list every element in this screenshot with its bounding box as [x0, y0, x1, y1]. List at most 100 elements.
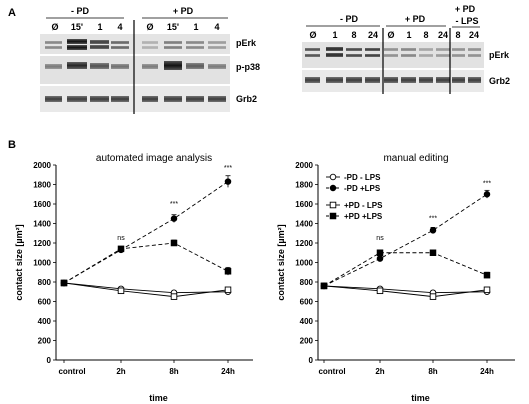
legend-label: -PD - LPS [344, 173, 381, 182]
significance-label: *** [483, 180, 491, 187]
x-tick-label: 24h [221, 367, 235, 376]
data-point [224, 268, 232, 275]
data-point [329, 173, 337, 181]
data-point [320, 282, 328, 290]
x-tick-label: 2h [375, 367, 384, 376]
legend-item: -PD +LPS [326, 184, 381, 193]
blot-right-group-label: + PD [405, 14, 426, 24]
series-line [63, 282, 229, 298]
x-axis-label: time [149, 393, 168, 403]
blot-right-group-label: - PD [340, 14, 359, 24]
y-tick-label: 1600 [295, 200, 313, 209]
data-point [483, 190, 491, 198]
significance-label: *** [224, 165, 232, 172]
blot-strip-pp38 [40, 56, 230, 84]
lane-label: Ø [387, 30, 394, 40]
panel-label-b: B [8, 139, 16, 151]
blot-right-lane-labels: Ø 1 8 24 Ø 1 8 24 8 24 [309, 30, 479, 40]
y-tick-label: 2000 [33, 161, 51, 170]
y-tick-label: 1000 [295, 259, 313, 268]
x-tick-label: 8h [169, 367, 178, 376]
y-tick-label: 400 [38, 317, 52, 326]
data-point [60, 279, 68, 287]
y-axis-label: contact size [µm²] [14, 224, 24, 300]
western-blot-right: - PD + PD + PD - LPS Ø 1 8 24 Ø 1 8 24 8… [302, 4, 510, 94]
chart-automated-image-analysis: automated image analysis 0 200 400 600 800 100… [14, 153, 253, 403]
y-tick-label: 0 [309, 356, 314, 365]
lane-label: 1 [406, 30, 411, 40]
y-tick-label: 1200 [295, 239, 313, 248]
lane-label: 1 [193, 22, 198, 32]
data-point [329, 184, 337, 192]
x-axis-label: time [411, 393, 430, 403]
y-tick-label: 400 [300, 317, 314, 326]
y-tick-label: 1400 [33, 220, 51, 229]
blot-left-group-label: - PD [71, 6, 90, 16]
significance-label: *** [429, 216, 437, 223]
x-tick-label: control [318, 367, 345, 376]
lane-label: 1 [332, 30, 337, 40]
series-line [63, 242, 229, 284]
blot-right-row-label: Grb2 [489, 76, 510, 86]
y-tick-label: 1800 [295, 181, 313, 190]
legend-item: +PD - LPS [326, 201, 383, 210]
lane-label: 15' [71, 22, 83, 32]
lane-label: 4 [117, 22, 122, 32]
legend-item: -PD - LPS [326, 173, 381, 182]
legend-label: +PD - LPS [344, 201, 383, 210]
significance-label: ns [117, 235, 125, 242]
data-point [429, 293, 437, 300]
blot-left-group-label: + PD [173, 6, 194, 16]
lane-label: Ø [51, 22, 58, 32]
series-line [323, 285, 488, 294]
y-axis-label: contact size [µm²] [276, 224, 286, 300]
lane-label: 24 [438, 30, 448, 40]
y-tick-label: 800 [38, 278, 52, 287]
legend-label: +PD +LPS [344, 212, 383, 221]
lane-label: 8 [351, 30, 356, 40]
legend-label: -PD +LPS [344, 184, 381, 193]
y-tick-label: 1400 [295, 220, 313, 229]
x-tick-label: 2h [116, 367, 125, 376]
data-point [376, 255, 384, 262]
lane-label: 8 [455, 30, 460, 40]
panel-label-a: A [8, 7, 16, 19]
lane-label: Ø [146, 22, 153, 32]
data-point [117, 245, 125, 253]
data-point [376, 249, 384, 256]
blot-strip-perk [40, 34, 230, 54]
significance-label: ns [376, 235, 384, 242]
data-point [224, 286, 232, 294]
data-point [170, 293, 178, 300]
blot-right-group-label: - LPS [455, 16, 478, 26]
y-tick-label: 1000 [33, 259, 51, 268]
data-point [429, 249, 437, 256]
chart-title: manual editing [383, 153, 448, 164]
data-point [376, 287, 384, 295]
y-tick-label: 2000 [295, 161, 313, 170]
data-point [429, 227, 437, 234]
data-point [483, 271, 491, 279]
lane-label: 15' [167, 22, 179, 32]
x-tick-label: 8h [428, 367, 437, 376]
significance-label: *** [170, 201, 178, 208]
blot-left-row-label: pErk [236, 38, 257, 48]
series-line [323, 252, 488, 287]
chart-title: automated image analysis [96, 153, 212, 164]
data-point [170, 215, 178, 222]
data-point [224, 178, 232, 185]
data-point [170, 239, 178, 247]
series-line [63, 282, 229, 294]
blot-right-row-label: pErk [489, 50, 510, 60]
lane-label: 8 [423, 30, 428, 40]
data-point [117, 287, 125, 295]
x-tick-label: 24h [480, 367, 494, 376]
western-blot-left: - PD + PD Ø 15' 1 4 Ø 15' 1 4 [40, 6, 260, 114]
x-tick-label: control [58, 367, 85, 376]
data-point [483, 286, 491, 294]
lane-label: 24 [469, 30, 479, 40]
blot-right-group-label: + PD [455, 4, 476, 14]
series-line [323, 285, 488, 298]
lane-label: 4 [214, 22, 219, 32]
